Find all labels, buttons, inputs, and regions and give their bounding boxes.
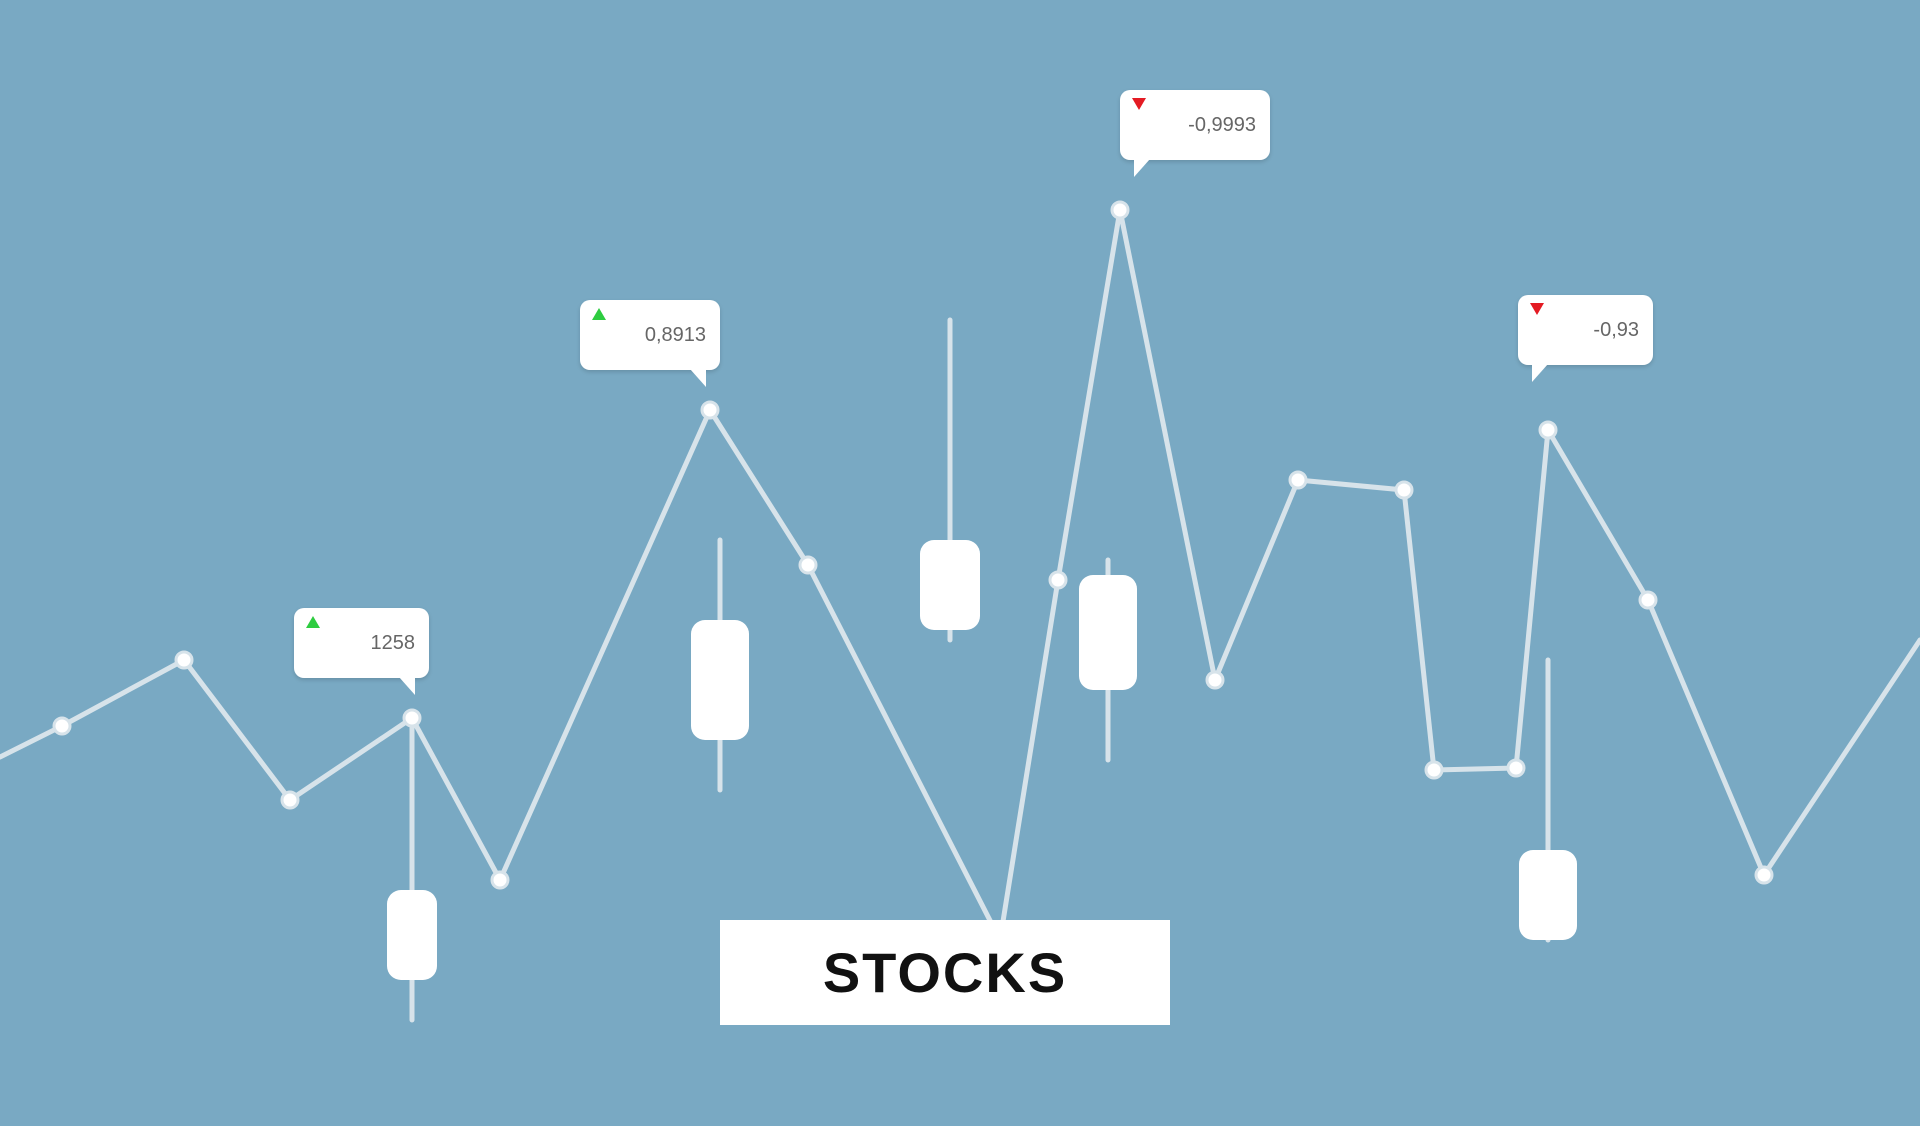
tooltip-tail-icon [399, 677, 415, 695]
tooltip-value: 0,8913 [594, 324, 706, 347]
tooltip-value: 1258 [308, 632, 415, 655]
tooltip-value: -0,93 [1532, 319, 1639, 342]
stocks-chart: STOCKS 1258 0,8913 -0,9993 -0,93 [0, 0, 1920, 1126]
tooltip-tail-icon [1532, 364, 1548, 382]
arrow-up-icon [306, 616, 320, 628]
arrow-up-icon [592, 308, 606, 320]
arrow-down-icon [1530, 303, 1544, 315]
tooltip-value: -0,9993 [1134, 114, 1256, 137]
chart-title-text: STOCKS [823, 941, 1067, 1004]
tooltip-tail-icon [1134, 159, 1150, 177]
price-tooltip: -0,93 [1518, 295, 1653, 365]
arrow-down-icon [1132, 98, 1146, 110]
tooltip-tail-icon [690, 369, 706, 387]
price-tooltip: -0,9993 [1120, 90, 1270, 160]
price-tooltip: 0,8913 [580, 300, 720, 370]
price-tooltip: 1258 [294, 608, 429, 678]
chart-title: STOCKS [720, 920, 1170, 1025]
